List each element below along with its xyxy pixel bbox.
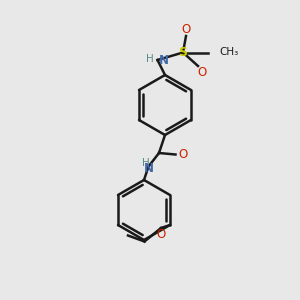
Text: H: H: [146, 54, 154, 64]
Text: O: O: [156, 228, 166, 241]
Text: O: O: [178, 148, 188, 161]
Text: N: N: [159, 54, 169, 67]
Text: H: H: [142, 158, 150, 168]
Text: CH₃: CH₃: [219, 47, 238, 57]
Text: O: O: [197, 65, 206, 79]
Text: O: O: [182, 23, 190, 36]
Text: S: S: [178, 46, 188, 59]
Text: N: N: [144, 162, 154, 176]
